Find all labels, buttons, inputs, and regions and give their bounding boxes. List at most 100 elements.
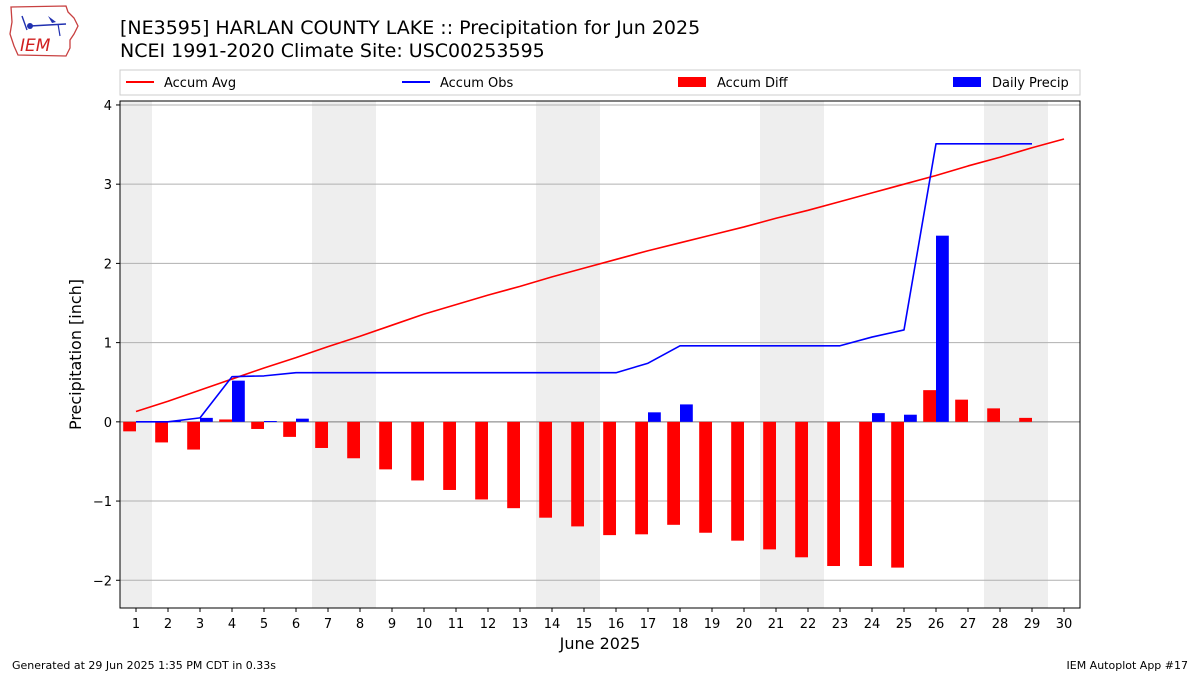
plot-frame bbox=[119, 100, 1081, 609]
accum-diff-bar bbox=[155, 421, 168, 443]
x-tick-label: 30 bbox=[1056, 617, 1073, 632]
accum-diff-bar bbox=[763, 421, 776, 550]
x-tick-label: 3 bbox=[196, 617, 204, 632]
x-tick-label: 11 bbox=[448, 617, 465, 632]
daily-precip-legend-label: Daily Precip bbox=[992, 76, 1069, 91]
x-tick-label: 1 bbox=[132, 617, 140, 632]
x-tick-label: 27 bbox=[960, 617, 977, 632]
iem-logo: IEM bbox=[8, 4, 80, 60]
x-tick-label: 15 bbox=[576, 617, 593, 632]
accum-diff-bar bbox=[667, 421, 680, 525]
x-axis-label: June 2025 bbox=[559, 634, 641, 653]
x-tick-label: 9 bbox=[388, 617, 396, 632]
grid-lines bbox=[120, 104, 1080, 581]
accum-diff-bar bbox=[603, 421, 616, 536]
accum-diff-bar bbox=[187, 421, 200, 450]
logo-text: IEM bbox=[20, 36, 51, 56]
accum-diff-bar bbox=[251, 421, 264, 429]
y-tick-label: −2 bbox=[93, 574, 112, 589]
accum-diff-bar bbox=[699, 421, 712, 533]
accum-diff-bar bbox=[795, 421, 808, 558]
daily-precip-bar bbox=[264, 421, 277, 423]
accum-diff-bar bbox=[987, 408, 1000, 422]
x-tick-label: 5 bbox=[260, 617, 268, 632]
accum-diff-bar bbox=[923, 390, 936, 422]
chart-subtitle: NCEI 1991-2020 Climate Site: USC00253595 bbox=[120, 40, 545, 62]
accum-diff-bar bbox=[315, 421, 328, 448]
x-tick-label: 25 bbox=[896, 617, 913, 632]
daily-precip-bar bbox=[232, 380, 245, 422]
chart-title: [NE3595] HARLAN COUNTY LAKE :: Precipita… bbox=[120, 17, 701, 39]
x-tick-label: 2 bbox=[164, 617, 172, 632]
weekend-band bbox=[536, 101, 600, 608]
accum-diff-bar bbox=[1019, 417, 1032, 422]
daily-precip-bar bbox=[872, 413, 885, 422]
daily-precip-bar bbox=[904, 414, 917, 422]
weekend-band bbox=[120, 101, 152, 608]
x-tick-label: 28 bbox=[992, 617, 1009, 632]
accum-diff-bar bbox=[507, 421, 520, 509]
accum-obs-line bbox=[136, 142, 1032, 423]
x-tick-label: 7 bbox=[324, 617, 332, 632]
x-tick-label: 22 bbox=[800, 617, 817, 632]
x-tick-label: 29 bbox=[1024, 617, 1041, 632]
iowa-map-icon: IEM bbox=[9, 5, 79, 57]
x-tick-label: 8 bbox=[356, 617, 364, 632]
accum-diff-bar bbox=[347, 421, 360, 459]
accum-diff-bar bbox=[123, 421, 136, 432]
x-tick-label: 18 bbox=[672, 617, 689, 632]
y-axis-label: Precipitation [inch] bbox=[66, 279, 85, 430]
accum-diff-bar bbox=[219, 419, 232, 422]
accum-diff-bar bbox=[571, 421, 584, 527]
accum-diff-bar bbox=[859, 421, 872, 567]
accum-diff-bar bbox=[411, 421, 424, 481]
legend-box bbox=[119, 69, 1081, 96]
accum-diff-bar bbox=[539, 421, 552, 518]
x-tick-label: 10 bbox=[416, 617, 433, 632]
x-tick-label: 6 bbox=[292, 617, 300, 632]
y-tick-label: 2 bbox=[104, 257, 112, 272]
weekend-band bbox=[312, 101, 376, 608]
series-lines bbox=[135, 138, 1065, 423]
x-tick-label: 17 bbox=[640, 617, 657, 632]
y-tick-label: 3 bbox=[104, 178, 112, 193]
daily-precip-bar bbox=[296, 418, 309, 422]
legend: Accum Avg Accum Obs Accum Diff Daily Precip bbox=[119, 69, 1081, 96]
accum-diff-legend-label: Accum Diff bbox=[717, 76, 789, 91]
accum-diff-bar bbox=[283, 421, 296, 437]
y-tick-label: 1 bbox=[104, 337, 112, 352]
x-tick-label: 24 bbox=[864, 617, 881, 632]
bars bbox=[123, 235, 1032, 568]
weekend-shading bbox=[120, 101, 1048, 608]
footer-app: IEM Autoplot App #17 bbox=[1066, 659, 1189, 672]
x-tick-label: 19 bbox=[704, 617, 721, 632]
accum-diff-bar bbox=[891, 421, 904, 568]
accum-diff-bar bbox=[827, 421, 840, 567]
daily-precip-legend-swatch bbox=[953, 77, 981, 87]
accum-diff-bar bbox=[475, 421, 488, 500]
accum-obs-legend-label: Accum Obs bbox=[440, 76, 513, 91]
x-tick-label: 26 bbox=[928, 617, 945, 632]
x-tick-label: 16 bbox=[608, 617, 625, 632]
accum-avg-line bbox=[135, 138, 1065, 413]
y-tick-label: 0 bbox=[104, 416, 112, 431]
x-tick-label: 12 bbox=[480, 617, 497, 632]
daily-precip-bar bbox=[936, 235, 949, 422]
accum-diff-legend-swatch bbox=[678, 77, 706, 87]
daily-precip-bar bbox=[680, 404, 693, 422]
x-tick-label: 14 bbox=[544, 617, 561, 632]
accum-diff-bar bbox=[731, 421, 744, 541]
x-tick-label: 21 bbox=[768, 617, 785, 632]
x-tick-label: 23 bbox=[832, 617, 849, 632]
daily-precip-bar bbox=[200, 417, 213, 422]
daily-precip-bar bbox=[648, 412, 661, 422]
accum-diff-bar bbox=[443, 421, 456, 490]
accum-diff-bar bbox=[635, 421, 648, 535]
x-tick-label: 4 bbox=[228, 617, 236, 632]
x-tick-label: 20 bbox=[736, 617, 753, 632]
accum-diff-bar bbox=[379, 421, 392, 470]
x-tick-label: 13 bbox=[512, 617, 529, 632]
weekend-band bbox=[984, 101, 1048, 608]
